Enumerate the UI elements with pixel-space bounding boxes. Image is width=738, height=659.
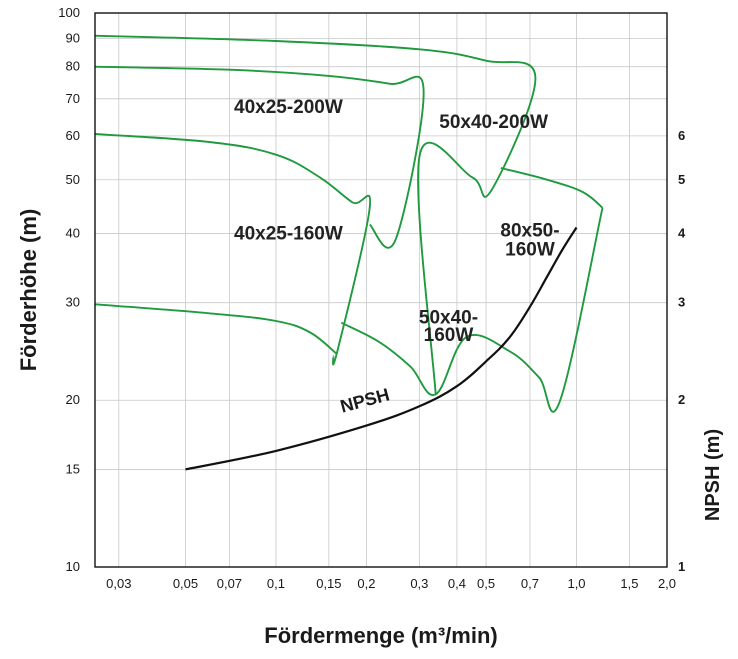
x-axis-title: Fördermenge (m³/min): [264, 623, 497, 648]
region-label: 80x50-: [500, 220, 559, 241]
y2-tick-label: 6: [678, 128, 685, 143]
region-label: 50x40-: [419, 308, 478, 329]
x-axis-ticks: 0,03 0,05 0,07 0,1 0,15 0,2 0,3 0,4 0,5 0,7 1,0 1,5…: [106, 576, 676, 591]
x-tick-label: 0,03: [106, 576, 131, 591]
region-label: 40x25-160W: [234, 224, 343, 245]
y-axis-title: Förderhöhe (m): [16, 209, 41, 372]
x-tick-label: 1,5: [620, 576, 638, 591]
plot-frame: [94, 12, 668, 568]
y-tick-label: 40: [66, 225, 80, 240]
series-curve-0: [94, 132, 372, 366]
y2-tick-label: 4: [678, 225, 686, 240]
region-label: 160W: [505, 239, 555, 260]
y-tick-label: 90: [66, 30, 80, 45]
y-tick-label: 100: [58, 5, 80, 20]
y2-axis-title: NPSH (m): [702, 429, 724, 521]
npsh-curve: [185, 226, 578, 471]
region-label: 40x25-200W: [234, 97, 343, 118]
y-tick-label: 20: [66, 392, 80, 407]
y-tick-label: 30: [66, 295, 80, 310]
series-curve-2: [94, 65, 425, 249]
y-tick-label: 10: [66, 559, 80, 574]
x-tick-label: 0,05: [173, 576, 198, 591]
y-tick-label: 80: [66, 59, 80, 74]
y-tick-label: 50: [66, 172, 80, 187]
x-tick-label: 2,0: [658, 576, 676, 591]
y2-tick-label: 3: [678, 295, 685, 310]
series-curve-3: [340, 207, 604, 413]
x-tick-label: 0,1: [267, 576, 285, 591]
y-tick-label: 70: [66, 91, 80, 106]
x-tick-label: 0,15: [316, 576, 341, 591]
x-tick-label: 1,0: [567, 576, 585, 591]
y-tick-label: 60: [66, 128, 80, 143]
x-tick-label: 0,07: [217, 576, 242, 591]
region-label: 160W: [424, 325, 474, 346]
series-curve-5: [94, 34, 537, 395]
y-axis-ticks: 10 15 20 30 40 50 60 70 80 90 100: [58, 5, 80, 574]
x-tick-label: 0,2: [357, 576, 375, 591]
series-layer: [94, 34, 604, 471]
series-curve-1: [94, 303, 338, 356]
y2-tick-label: 5: [678, 172, 685, 187]
grid: [95, 13, 667, 567]
x-tick-label: 0,5: [477, 576, 495, 591]
y2-tick-label: 1: [678, 559, 685, 574]
region-label: 50x40-200W: [439, 112, 548, 133]
x-tick-label: 0,3: [410, 576, 428, 591]
x-tick-label: 0,7: [521, 576, 539, 591]
y-tick-label: 15: [66, 461, 80, 476]
series-curve-4: [500, 167, 604, 209]
x-tick-label: 0,4: [448, 576, 466, 591]
y2-tick-label: 2: [678, 392, 685, 407]
y2-axis-ticks: 1 2 3 4 5 6: [678, 128, 686, 574]
